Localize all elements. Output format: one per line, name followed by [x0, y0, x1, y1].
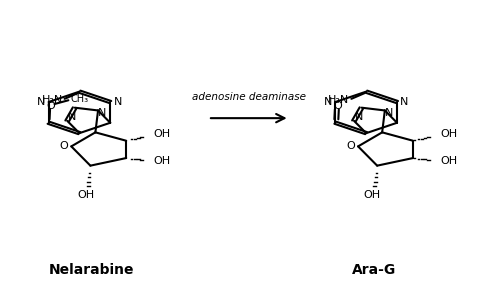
Text: OH: OH	[154, 129, 170, 139]
Text: OH: OH	[77, 190, 94, 200]
Text: OH: OH	[364, 190, 381, 200]
Text: OH: OH	[440, 129, 458, 139]
Text: OH: OH	[154, 156, 170, 166]
Text: O: O	[346, 141, 355, 151]
Text: H₂N: H₂N	[328, 95, 349, 105]
Text: Ara-G: Ara-G	[352, 263, 396, 277]
Text: O: O	[334, 101, 342, 111]
Text: N: N	[384, 108, 393, 118]
Text: N: N	[324, 97, 332, 107]
Text: CH₃: CH₃	[71, 94, 89, 104]
Text: N: N	[400, 97, 408, 107]
Text: N: N	[355, 111, 363, 121]
Text: N: N	[114, 97, 122, 107]
Text: H₂N: H₂N	[42, 95, 63, 105]
Text: N: N	[68, 111, 76, 121]
Text: N: N	[98, 108, 106, 118]
Text: Nelarabine: Nelarabine	[49, 263, 134, 277]
Text: adenosine deaminase: adenosine deaminase	[192, 92, 306, 102]
Text: N: N	[37, 97, 46, 107]
Text: O: O	[60, 141, 68, 151]
Text: O: O	[46, 101, 56, 111]
Text: OH: OH	[440, 156, 458, 166]
